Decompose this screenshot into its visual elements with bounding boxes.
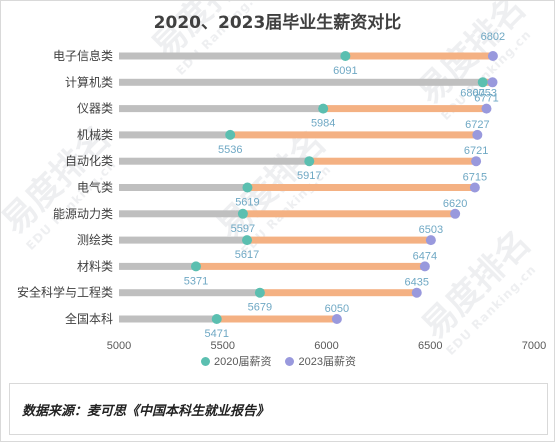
data-label-2023: 6721 xyxy=(464,145,488,157)
data-label-2020: 5471 xyxy=(204,328,228,340)
data-label-2023: 6435 xyxy=(405,277,429,289)
point-2020 xyxy=(242,235,253,246)
data-label-2023: 6620 xyxy=(443,198,467,210)
point-2020 xyxy=(304,156,315,167)
data-label-2020: 5617 xyxy=(235,249,259,261)
source-box: 数据来源：麦可思《中国本科生就业报告》 xyxy=(9,383,548,435)
point-2023 xyxy=(450,208,461,219)
point-2023 xyxy=(481,103,492,114)
point-2023 xyxy=(487,77,498,88)
point-2020 xyxy=(190,261,201,272)
source-text: 数据来源：麦可思《中国本科生就业报告》 xyxy=(22,404,270,419)
legend-item-2023: 2023届薪资 xyxy=(285,353,356,369)
data-label-2020: 5619 xyxy=(235,197,259,209)
data-label-2023: 6715 xyxy=(463,172,487,184)
bar-growth-segment xyxy=(247,184,475,191)
point-2023 xyxy=(331,314,342,324)
bar-2020-segment xyxy=(119,105,324,113)
bar-2020-segment xyxy=(119,236,248,244)
bar-2020-segment xyxy=(119,131,231,139)
data-label-2023: 6771 xyxy=(474,93,498,105)
bar-growth-segment xyxy=(195,262,425,270)
legend-label-2020: 2020届薪资 xyxy=(214,356,272,368)
legend: 2020届薪资 2023届薪资 xyxy=(201,353,356,369)
data-label-2020: 5371 xyxy=(184,275,208,287)
x-tick-label: 5000 xyxy=(107,340,131,352)
point-2023 xyxy=(472,129,483,140)
point-2023 xyxy=(419,261,430,272)
x-tick-label: 7000 xyxy=(522,340,546,352)
legend-dot-2020 xyxy=(201,356,210,366)
data-label-2020: 5679 xyxy=(248,302,272,314)
point-2020 xyxy=(242,182,253,193)
data-label-2020: 6091 xyxy=(333,65,357,77)
category-label: 测绘类 xyxy=(77,232,113,247)
category-label: 能源动力类 xyxy=(53,207,113,221)
bar-2020-segment xyxy=(119,184,248,191)
category-label: 材料类 xyxy=(77,259,113,273)
point-2020 xyxy=(340,51,351,61)
data-label-2023: 6050 xyxy=(325,303,349,315)
category-label: 仪器类 xyxy=(77,102,113,116)
data-label-2023: 6503 xyxy=(419,224,443,236)
data-label-2023: 6474 xyxy=(413,250,437,262)
point-2023 xyxy=(469,182,480,193)
point-2023 xyxy=(471,156,482,167)
bar-growth-segment xyxy=(259,289,417,297)
bar-2020-segment xyxy=(119,157,310,165)
data-label-2020: 5917 xyxy=(297,170,321,182)
legend-dot-2023 xyxy=(285,356,295,366)
bar-2020-segment xyxy=(119,210,243,218)
bar-growth-segment xyxy=(323,105,487,113)
bar-2020-segment xyxy=(119,262,196,270)
data-label-2020: 5984 xyxy=(311,118,335,130)
x-tick-label: 5500 xyxy=(211,340,235,352)
data-label-2020: 5536 xyxy=(218,144,242,156)
bar-growth-segment xyxy=(247,236,431,244)
legend-item-2020: 2020届薪资 xyxy=(201,353,271,369)
point-2020 xyxy=(318,103,329,114)
point-2023 xyxy=(487,51,498,61)
category-label: 计算机类 xyxy=(65,74,113,89)
data-label-2020: 5597 xyxy=(231,223,255,235)
data-label-2023: 6802 xyxy=(481,31,505,43)
bar-growth-segment xyxy=(230,131,478,139)
bar-2020-segment xyxy=(119,78,483,86)
category-label: 电子信息类 xyxy=(53,48,113,63)
bar-2020-segment xyxy=(119,52,346,60)
point-2023 xyxy=(425,235,436,246)
point-2020 xyxy=(477,77,488,88)
bar-2020-segment xyxy=(119,315,217,323)
point-2020 xyxy=(237,208,248,219)
x-tick-label: 6000 xyxy=(314,340,338,352)
category-label: 全国本科 xyxy=(65,311,113,326)
category-label: 电气类 xyxy=(77,180,113,195)
bar-growth-segment xyxy=(216,315,337,323)
point-2020 xyxy=(211,314,222,324)
point-2020 xyxy=(225,129,236,140)
category-label: 安全科学与工程类 xyxy=(17,285,113,300)
point-2020 xyxy=(254,287,265,298)
bar-growth-segment xyxy=(242,210,456,218)
category-label: 自动化类 xyxy=(65,154,113,168)
category-label: 机械类 xyxy=(77,127,113,142)
chart-title: 2020、2023届毕业生薪资对比 xyxy=(153,13,402,33)
point-2023 xyxy=(411,287,422,298)
data-label-2023: 6727 xyxy=(465,119,489,131)
data-label-2020: 6753 xyxy=(473,87,497,99)
data-label-2023: 6800 xyxy=(460,87,484,99)
x-tick-label: 6500 xyxy=(418,340,442,352)
legend-label-2023: 2023届薪资 xyxy=(298,356,356,368)
bar-growth-segment xyxy=(345,52,493,60)
bar-2020-segment xyxy=(119,289,260,297)
bar-growth-segment xyxy=(309,157,477,165)
